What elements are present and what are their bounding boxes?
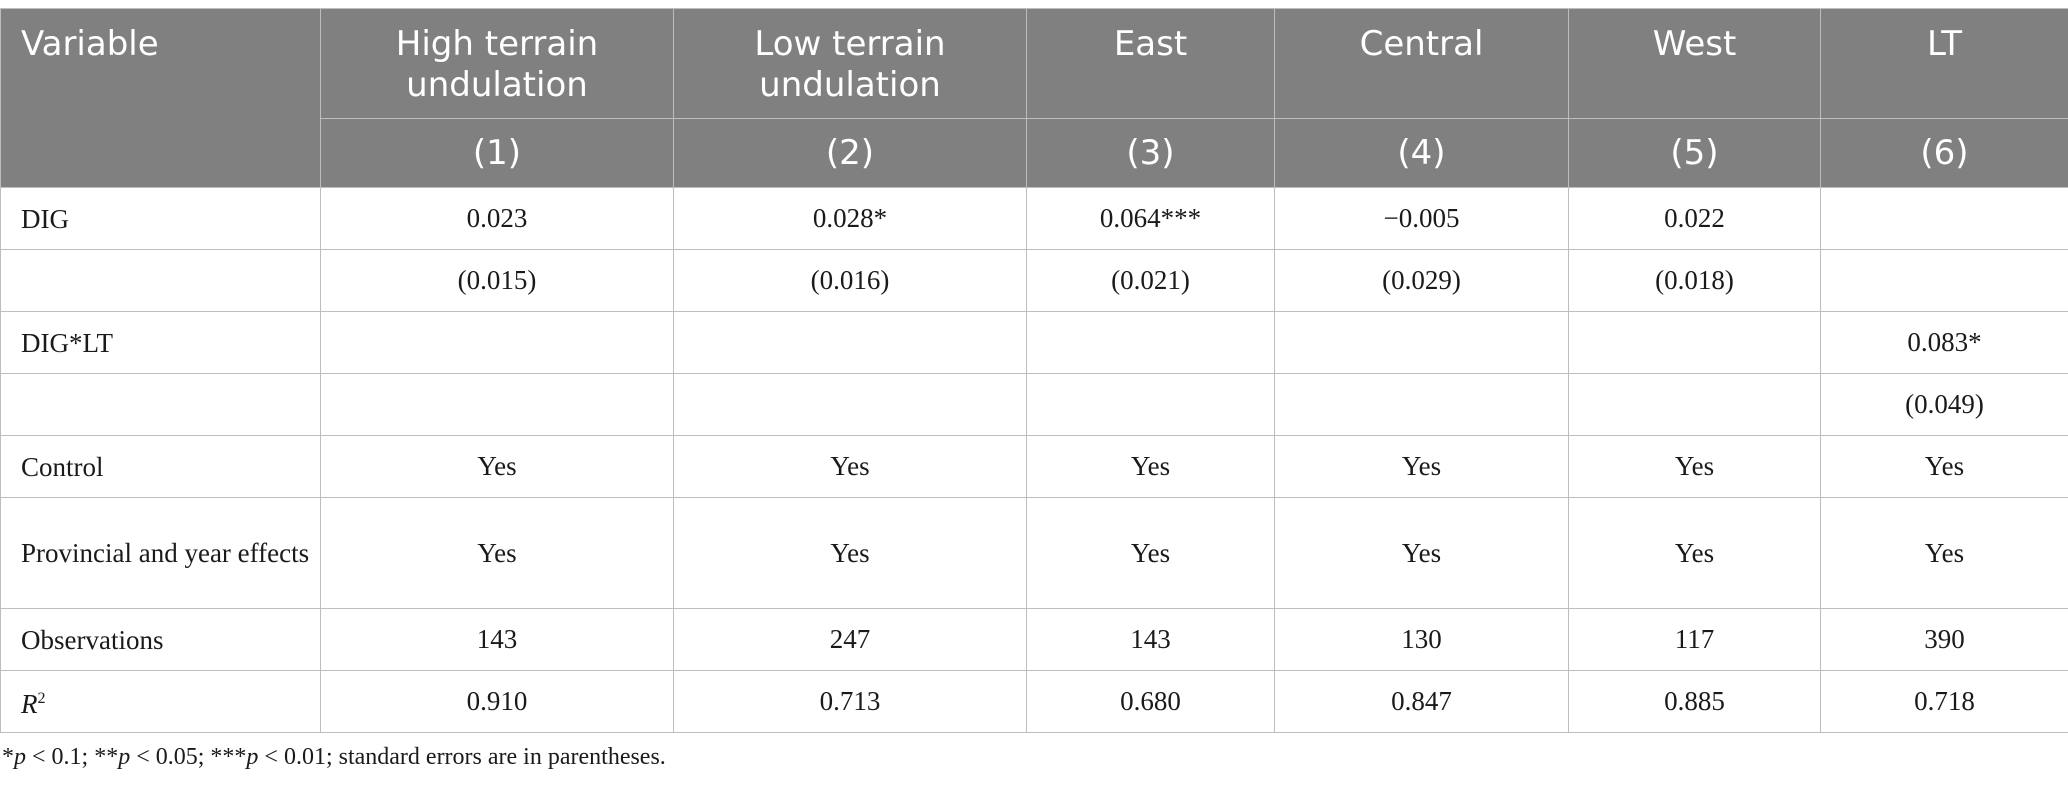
column-number-1: (1) — [320, 118, 674, 188]
table-cell: Yes — [1820, 497, 2068, 609]
table-cell: −0.005 — [1274, 187, 1569, 250]
table-cell — [320, 311, 674, 374]
table-cell: Yes — [673, 497, 1027, 609]
table-cell — [1026, 311, 1275, 374]
table-cell: 0.847 — [1274, 670, 1569, 733]
table-row: (0.015) (0.016) (0.021) (0.029) (0.018) — [0, 249, 2068, 312]
table-footnote: *p < 0.1; **p < 0.05; ***p < 0.01; stand… — [2, 744, 666, 771]
column-number-5: (5) — [1568, 118, 1821, 188]
table-cell: (0.029) — [1274, 249, 1569, 312]
table-cell: (0.016) — [673, 249, 1027, 312]
footnote-star: *** — [210, 744, 247, 770]
footnote-text: < 0.1; — [26, 744, 95, 770]
column-number-4: (4) — [1274, 118, 1569, 188]
table-cell: 0.083* — [1820, 311, 2068, 374]
column-header-variable: Variable — [0, 8, 321, 188]
table-cell: (0.018) — [1568, 249, 1821, 312]
squared-superscript: 2 — [37, 690, 46, 707]
table-cell: 0.022 — [1568, 187, 1821, 250]
table-cell: 0.910 — [320, 670, 674, 733]
table-cell: Yes — [1026, 497, 1275, 609]
table-cell: Yes — [320, 435, 674, 498]
table-cell: Yes — [1274, 435, 1569, 498]
footnote-star: * — [2, 744, 14, 770]
column-number-6: (6) — [1820, 118, 2068, 188]
regression-results-table: Variable High terrain undulation Low ter… — [0, 8, 2068, 733]
table-row: (0.049) — [0, 373, 2068, 436]
table-cell: 0.064*** — [1026, 187, 1275, 250]
table-cell — [673, 311, 1027, 374]
table-cell: (0.021) — [1026, 249, 1275, 312]
column-header-high-terrain: High terrain undulation — [320, 8, 674, 119]
table-cell: Yes — [320, 497, 674, 609]
row-label: DIG — [0, 187, 321, 250]
table-row: R2 0.910 0.713 0.680 0.847 0.885 0.718 — [0, 670, 2068, 733]
row-label: Provincial and year effects — [0, 497, 321, 609]
table-cell — [1568, 373, 1821, 436]
footnote-text: < 0.01; standard errors are in parenthes… — [258, 744, 666, 770]
table-cell: 117 — [1568, 608, 1821, 671]
table-cell — [1820, 249, 2068, 312]
table-cell: 130 — [1274, 608, 1569, 671]
table-cell: Yes — [1568, 435, 1821, 498]
r-symbol: R — [21, 689, 38, 719]
table-cell — [1568, 311, 1821, 374]
table-cell: 247 — [673, 608, 1027, 671]
row-label — [0, 373, 321, 436]
table-cell: Yes — [1568, 497, 1821, 609]
table-cell: 0.023 — [320, 187, 674, 250]
header-row-titles: Variable High terrain undulation Low ter… — [0, 8, 2068, 188]
table-cell: 0.718 — [1820, 670, 2068, 733]
table-cell — [320, 373, 674, 436]
footnote-p: p — [14, 744, 26, 770]
row-label: DIG*LT — [0, 311, 321, 374]
table-cell: 390 — [1820, 608, 2068, 671]
column-header-central: Central — [1274, 8, 1569, 119]
column-header-west: West — [1568, 8, 1821, 119]
table-cell: (0.049) — [1820, 373, 2068, 436]
table-cell: Yes — [1026, 435, 1275, 498]
column-number-3: (3) — [1026, 118, 1275, 188]
table-cell: (0.015) — [320, 249, 674, 312]
row-label: Observations — [0, 608, 321, 671]
table-cell — [1274, 373, 1569, 436]
table-cell: 0.713 — [673, 670, 1027, 733]
footnote-p: p — [118, 744, 131, 770]
column-header-east: East — [1026, 8, 1275, 119]
table-row: Control Yes Yes Yes Yes Yes Yes — [0, 435, 2068, 498]
row-label-r-squared: R2 — [0, 670, 321, 733]
table-cell: Yes — [673, 435, 1027, 498]
header-row-numbers: (1) (2) (3) (4) (5) (6) — [1, 118, 2068, 188]
table-cell: Yes — [1820, 435, 2068, 498]
table-row: Observations 143 247 143 130 117 390 — [0, 608, 2068, 671]
table-cell: 143 — [1026, 608, 1275, 671]
footnote-text: < 0.05; — [130, 744, 211, 770]
table-row: DIG 0.023 0.028* 0.064*** −0.005 0.022 — [0, 187, 2068, 250]
column-header-lt: LT — [1820, 8, 2068, 119]
column-number-2: (2) — [673, 118, 1027, 188]
footnote-p: p — [246, 744, 259, 770]
table-cell — [673, 373, 1027, 436]
row-label: Control — [0, 435, 321, 498]
table-cell — [1274, 311, 1569, 374]
table-row: Provincial and year effects Yes Yes Yes … — [0, 497, 2068, 609]
table-cell: 0.680 — [1026, 670, 1275, 733]
table-cell: 143 — [320, 608, 674, 671]
table-cell: 0.885 — [1568, 670, 1821, 733]
table-cell — [1026, 373, 1275, 436]
table-row: DIG*LT 0.083* — [0, 311, 2068, 374]
footnote-star: ** — [94, 744, 119, 770]
column-header-low-terrain: Low terrain undulation — [673, 8, 1027, 119]
table-cell — [1820, 187, 2068, 250]
table-cell: Yes — [1274, 497, 1569, 609]
table-cell: 0.028* — [673, 187, 1027, 250]
row-label — [0, 249, 321, 312]
